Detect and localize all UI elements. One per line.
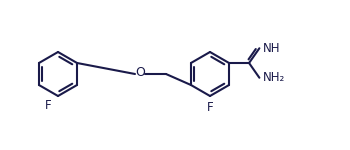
- Text: F: F: [207, 101, 213, 114]
- Text: F: F: [45, 99, 51, 112]
- Text: O: O: [135, 66, 145, 80]
- Text: NH₂: NH₂: [262, 71, 285, 84]
- Text: NH: NH: [262, 42, 280, 55]
